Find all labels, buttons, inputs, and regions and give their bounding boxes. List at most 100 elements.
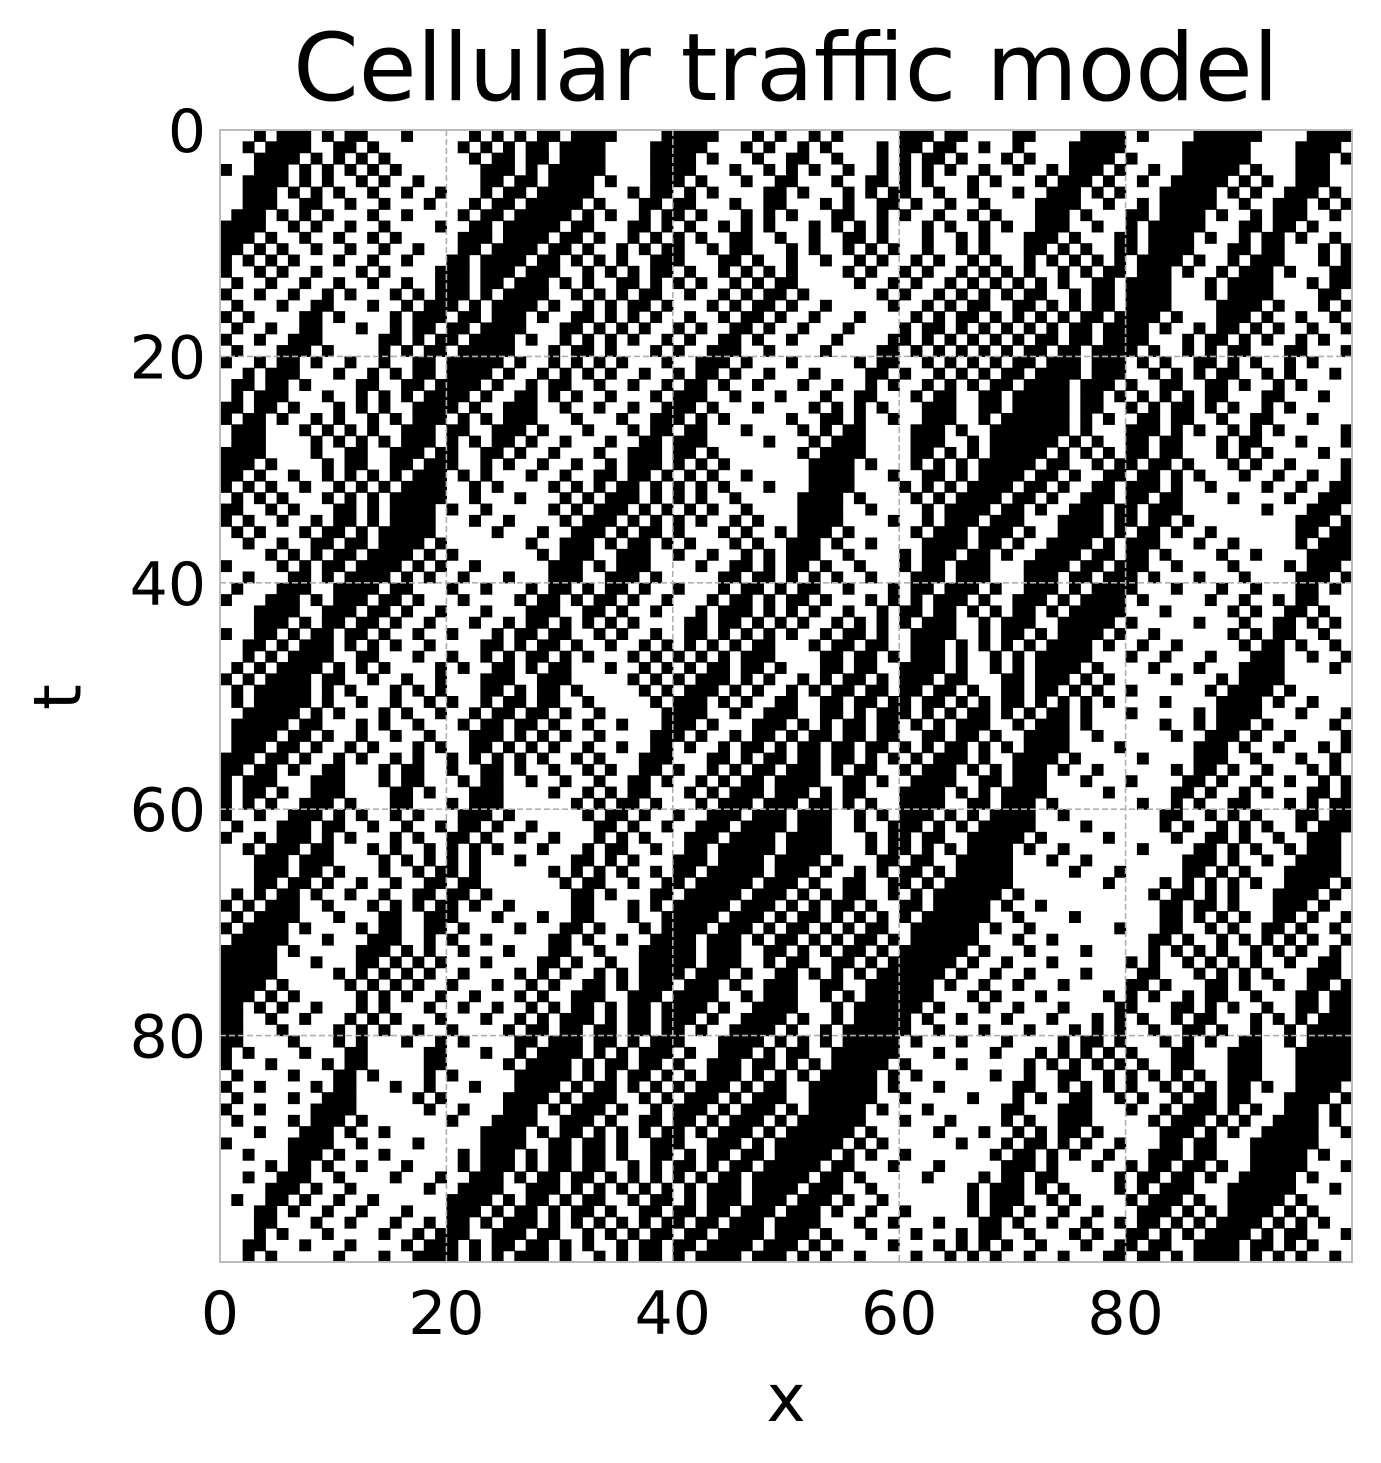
heatmap-cell: [423, 390, 436, 403]
heatmap-cell: [435, 413, 447, 425]
heatmap-cell: [1238, 446, 1251, 459]
heatmap-cell: [1329, 265, 1342, 278]
heatmap-cell: [423, 311, 436, 324]
heatmap-cell: [1136, 526, 1149, 539]
heatmap-cell: [310, 537, 323, 550]
heatmap-cell: [740, 1216, 753, 1229]
heatmap-cell: [1193, 254, 1206, 267]
heatmap-cell: [684, 865, 697, 878]
heatmap-cell: [570, 311, 583, 324]
heatmap-cell: [808, 1239, 821, 1252]
heatmap-cell: [797, 1228, 810, 1240]
heatmap-cell: [1272, 469, 1285, 482]
heatmap-cell: [786, 865, 798, 878]
heatmap-cell: [355, 729, 368, 742]
heatmap-cell: [604, 458, 617, 471]
heatmap-cell: [718, 967, 730, 980]
heatmap-cell: [469, 152, 481, 165]
heatmap-cell: [729, 1250, 742, 1263]
heatmap-cell: [786, 605, 798, 618]
heatmap-cell: [1193, 367, 1206, 380]
heatmap-cell: [933, 945, 946, 957]
heatmap-cell: [1261, 1205, 1274, 1218]
heatmap-cell: [1069, 197, 1081, 210]
heatmap-cell: [955, 582, 968, 595]
heatmap-cell: [1091, 379, 1104, 391]
heatmap-cell: [446, 979, 459, 991]
heatmap-cell: [1035, 752, 1047, 765]
heatmap-cell: [446, 888, 459, 901]
heatmap-cell: [1136, 197, 1149, 210]
heatmap-cell: [706, 345, 719, 357]
y-tick-label: 0: [168, 97, 206, 167]
heatmap-cell: [1306, 548, 1319, 561]
heatmap-cell: [401, 537, 414, 550]
heatmap-cell: [287, 141, 300, 154]
heatmap-cell: [1284, 345, 1296, 357]
heatmap-cell: [899, 843, 912, 856]
heatmap-cell: [978, 718, 991, 731]
heatmap-cell: [582, 526, 595, 539]
heatmap-cell: [1046, 435, 1059, 448]
heatmap-cell: [1035, 786, 1047, 799]
heatmap-cell: [389, 503, 402, 516]
heatmap-cell: [367, 639, 380, 652]
heatmap-cell: [933, 492, 946, 505]
heatmap-cell: [287, 1205, 300, 1218]
heatmap-cell: [1136, 967, 1149, 980]
heatmap-cell: [344, 469, 357, 482]
heatmap-cell: [570, 1080, 583, 1093]
heatmap-cell: [1227, 809, 1240, 822]
heatmap-cell: [808, 514, 821, 527]
heatmap-cell: [1012, 458, 1025, 471]
heatmap-cell: [650, 526, 663, 539]
heatmap-cell: [1238, 967, 1251, 980]
heatmap-cell: [774, 1216, 787, 1229]
heatmap-cell: [672, 175, 685, 188]
heatmap-cell: [1204, 152, 1217, 165]
heatmap-cell: [1272, 424, 1285, 437]
heatmap-cell: [752, 1035, 764, 1048]
heatmap-cell: [627, 537, 640, 550]
heatmap-cell: [1329, 1069, 1342, 1082]
heatmap-cell: [1012, 163, 1025, 176]
heatmap-cell: [1250, 163, 1263, 176]
heatmap-cell: [1329, 367, 1342, 380]
heatmap-cell: [1238, 786, 1251, 799]
heatmap-cell: [423, 922, 436, 935]
heatmap-cell: [638, 469, 651, 482]
heatmap-cell: [774, 231, 787, 244]
heatmap-cell: [672, 865, 685, 878]
heatmap-cell: [389, 684, 402, 697]
heatmap-cell: [401, 424, 414, 437]
heatmap-cell: [593, 1182, 606, 1195]
heatmap-cell: [1227, 628, 1240, 640]
heatmap-cell: [933, 469, 946, 482]
heatmap-cell: [978, 141, 991, 154]
heatmap-cell: [220, 163, 232, 176]
heatmap-cell: [865, 741, 878, 754]
heatmap-cell: [1057, 1080, 1070, 1093]
heatmap-cell: [435, 288, 447, 301]
heatmap-cell: [740, 1205, 753, 1218]
heatmap-cell: [253, 265, 266, 278]
heatmap-cell: [650, 843, 663, 856]
heatmap-cell: [695, 990, 708, 1003]
heatmap-cell: [1001, 1035, 1013, 1048]
heatmap-cell: [978, 537, 991, 550]
heatmap-cell: [321, 831, 334, 844]
heatmap-cell: [729, 1160, 742, 1173]
heatmap-cell: [899, 288, 912, 301]
heatmap-cell: [299, 877, 312, 890]
heatmap-cell: [491, 243, 504, 256]
heatmap-cell: [1227, 1069, 1240, 1082]
heatmap-cell: [638, 209, 651, 222]
heatmap-cell: [921, 945, 934, 957]
heatmap-cell: [503, 1092, 515, 1105]
heatmap-cell: [548, 265, 561, 278]
heatmap-cell: [1057, 696, 1070, 708]
heatmap-cell: [344, 605, 357, 618]
heatmap-cell: [287, 696, 300, 708]
heatmap-cell: [865, 186, 878, 199]
heatmap-cell: [1340, 877, 1353, 890]
